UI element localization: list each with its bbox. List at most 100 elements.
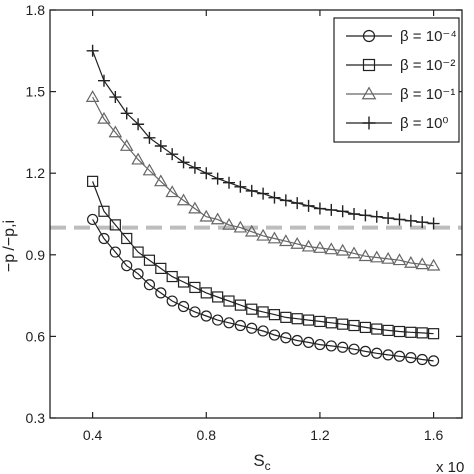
data-point xyxy=(416,327,428,339)
data-point xyxy=(335,243,350,256)
data-point xyxy=(233,220,248,233)
series-2 xyxy=(87,175,440,340)
x-tick-label: 0.8 xyxy=(197,427,217,443)
data-point xyxy=(369,250,384,263)
data-point xyxy=(142,163,157,176)
data-point xyxy=(87,175,99,187)
data-point xyxy=(97,111,111,124)
data-point xyxy=(393,213,406,226)
x-axis-label-sub: c xyxy=(265,459,271,473)
y-tick-label: 1.2 xyxy=(26,165,46,181)
data-point xyxy=(87,213,99,226)
data-point xyxy=(246,322,258,334)
data-point xyxy=(177,300,190,313)
data-point xyxy=(415,257,430,270)
data-point xyxy=(382,349,394,361)
y-tick-label: 0.9 xyxy=(26,247,46,263)
data-point xyxy=(291,334,303,347)
data-point xyxy=(280,332,292,344)
data-point xyxy=(211,172,224,185)
data-point xyxy=(143,279,156,291)
x-axis-label-main: S xyxy=(253,451,264,470)
data-point xyxy=(302,336,315,348)
data-point xyxy=(85,90,100,102)
legend-label: β = 10⁻⁴ xyxy=(400,28,457,45)
x-axis-multiplier: x 10 xyxy=(436,459,464,474)
data-point xyxy=(392,253,407,266)
data-point xyxy=(348,319,360,332)
data-point xyxy=(302,314,315,326)
legend-item: β = 10⁰ xyxy=(346,115,448,132)
data-point xyxy=(131,152,145,165)
data-point xyxy=(314,338,326,351)
data-point xyxy=(290,236,304,249)
data-point xyxy=(132,118,145,131)
data-point xyxy=(212,291,224,303)
x-tick-label: 1.6 xyxy=(424,427,444,443)
data-point xyxy=(280,311,292,323)
data-point xyxy=(223,317,235,329)
data-point xyxy=(302,199,315,212)
data-point xyxy=(166,270,178,283)
data-point xyxy=(381,251,395,264)
data-point xyxy=(325,317,337,329)
data-point xyxy=(244,224,259,237)
data-point xyxy=(166,148,179,161)
data-point xyxy=(257,325,269,337)
data-point xyxy=(165,185,179,198)
data-point xyxy=(154,140,167,152)
data-point xyxy=(359,321,371,334)
data-point xyxy=(132,246,144,258)
legend-item: β = 10⁻² xyxy=(346,57,455,74)
data-point xyxy=(358,249,373,262)
data-point xyxy=(267,231,282,244)
data-point xyxy=(313,202,326,215)
data-point xyxy=(405,352,417,364)
series-3 xyxy=(85,90,441,271)
data-point xyxy=(199,209,214,222)
data-point xyxy=(223,295,235,307)
data-point xyxy=(176,193,191,206)
data-point xyxy=(223,176,236,189)
data-point xyxy=(426,258,441,271)
data-point xyxy=(121,232,133,245)
data-point xyxy=(416,353,428,366)
legend-label: β = 10⁻¹ xyxy=(400,86,455,103)
data-point xyxy=(188,161,201,174)
data-point xyxy=(404,256,418,268)
legend: β = 10⁻⁴ β = 10⁻² β = 10⁻¹ β = 10⁰ xyxy=(333,17,460,143)
data-point xyxy=(382,324,394,337)
y-tick-label: 1.5 xyxy=(26,84,46,100)
data-point xyxy=(121,260,133,272)
data-point xyxy=(189,281,201,294)
data-point xyxy=(97,74,110,87)
series-line xyxy=(92,219,434,362)
data-point xyxy=(109,219,121,231)
y-tick-label: 1.8 xyxy=(26,2,46,18)
legend-item: β = 10⁻⁴ xyxy=(346,28,457,45)
x-tick-label: 1.2 xyxy=(310,427,330,443)
data-point xyxy=(143,131,156,144)
data-point xyxy=(348,343,360,355)
data-point xyxy=(200,310,212,322)
data-point xyxy=(393,325,406,338)
legend-marker xyxy=(362,116,376,130)
legend-label: β = 10⁻² xyxy=(400,57,455,74)
x-axis-label: Sc xyxy=(253,451,270,473)
data-point xyxy=(347,246,361,259)
data-point xyxy=(119,139,134,151)
data-point xyxy=(405,326,417,338)
x-tick-label: 0.4 xyxy=(83,427,103,443)
legend-marker xyxy=(362,29,376,43)
data-point xyxy=(109,91,122,104)
data-point xyxy=(370,210,383,223)
data-point xyxy=(279,194,292,207)
data-point xyxy=(314,315,326,328)
data-point xyxy=(324,242,339,255)
data-point xyxy=(246,303,258,315)
ticks-layer: 0.4 0.8 1.2 1.6 0.3 0.6 0.9 1.2 1.5 1.8 xyxy=(26,2,462,443)
data-point xyxy=(404,214,417,227)
data-point xyxy=(98,205,110,217)
series-layer xyxy=(85,44,441,367)
y-tick-label: 0.3 xyxy=(26,410,46,426)
